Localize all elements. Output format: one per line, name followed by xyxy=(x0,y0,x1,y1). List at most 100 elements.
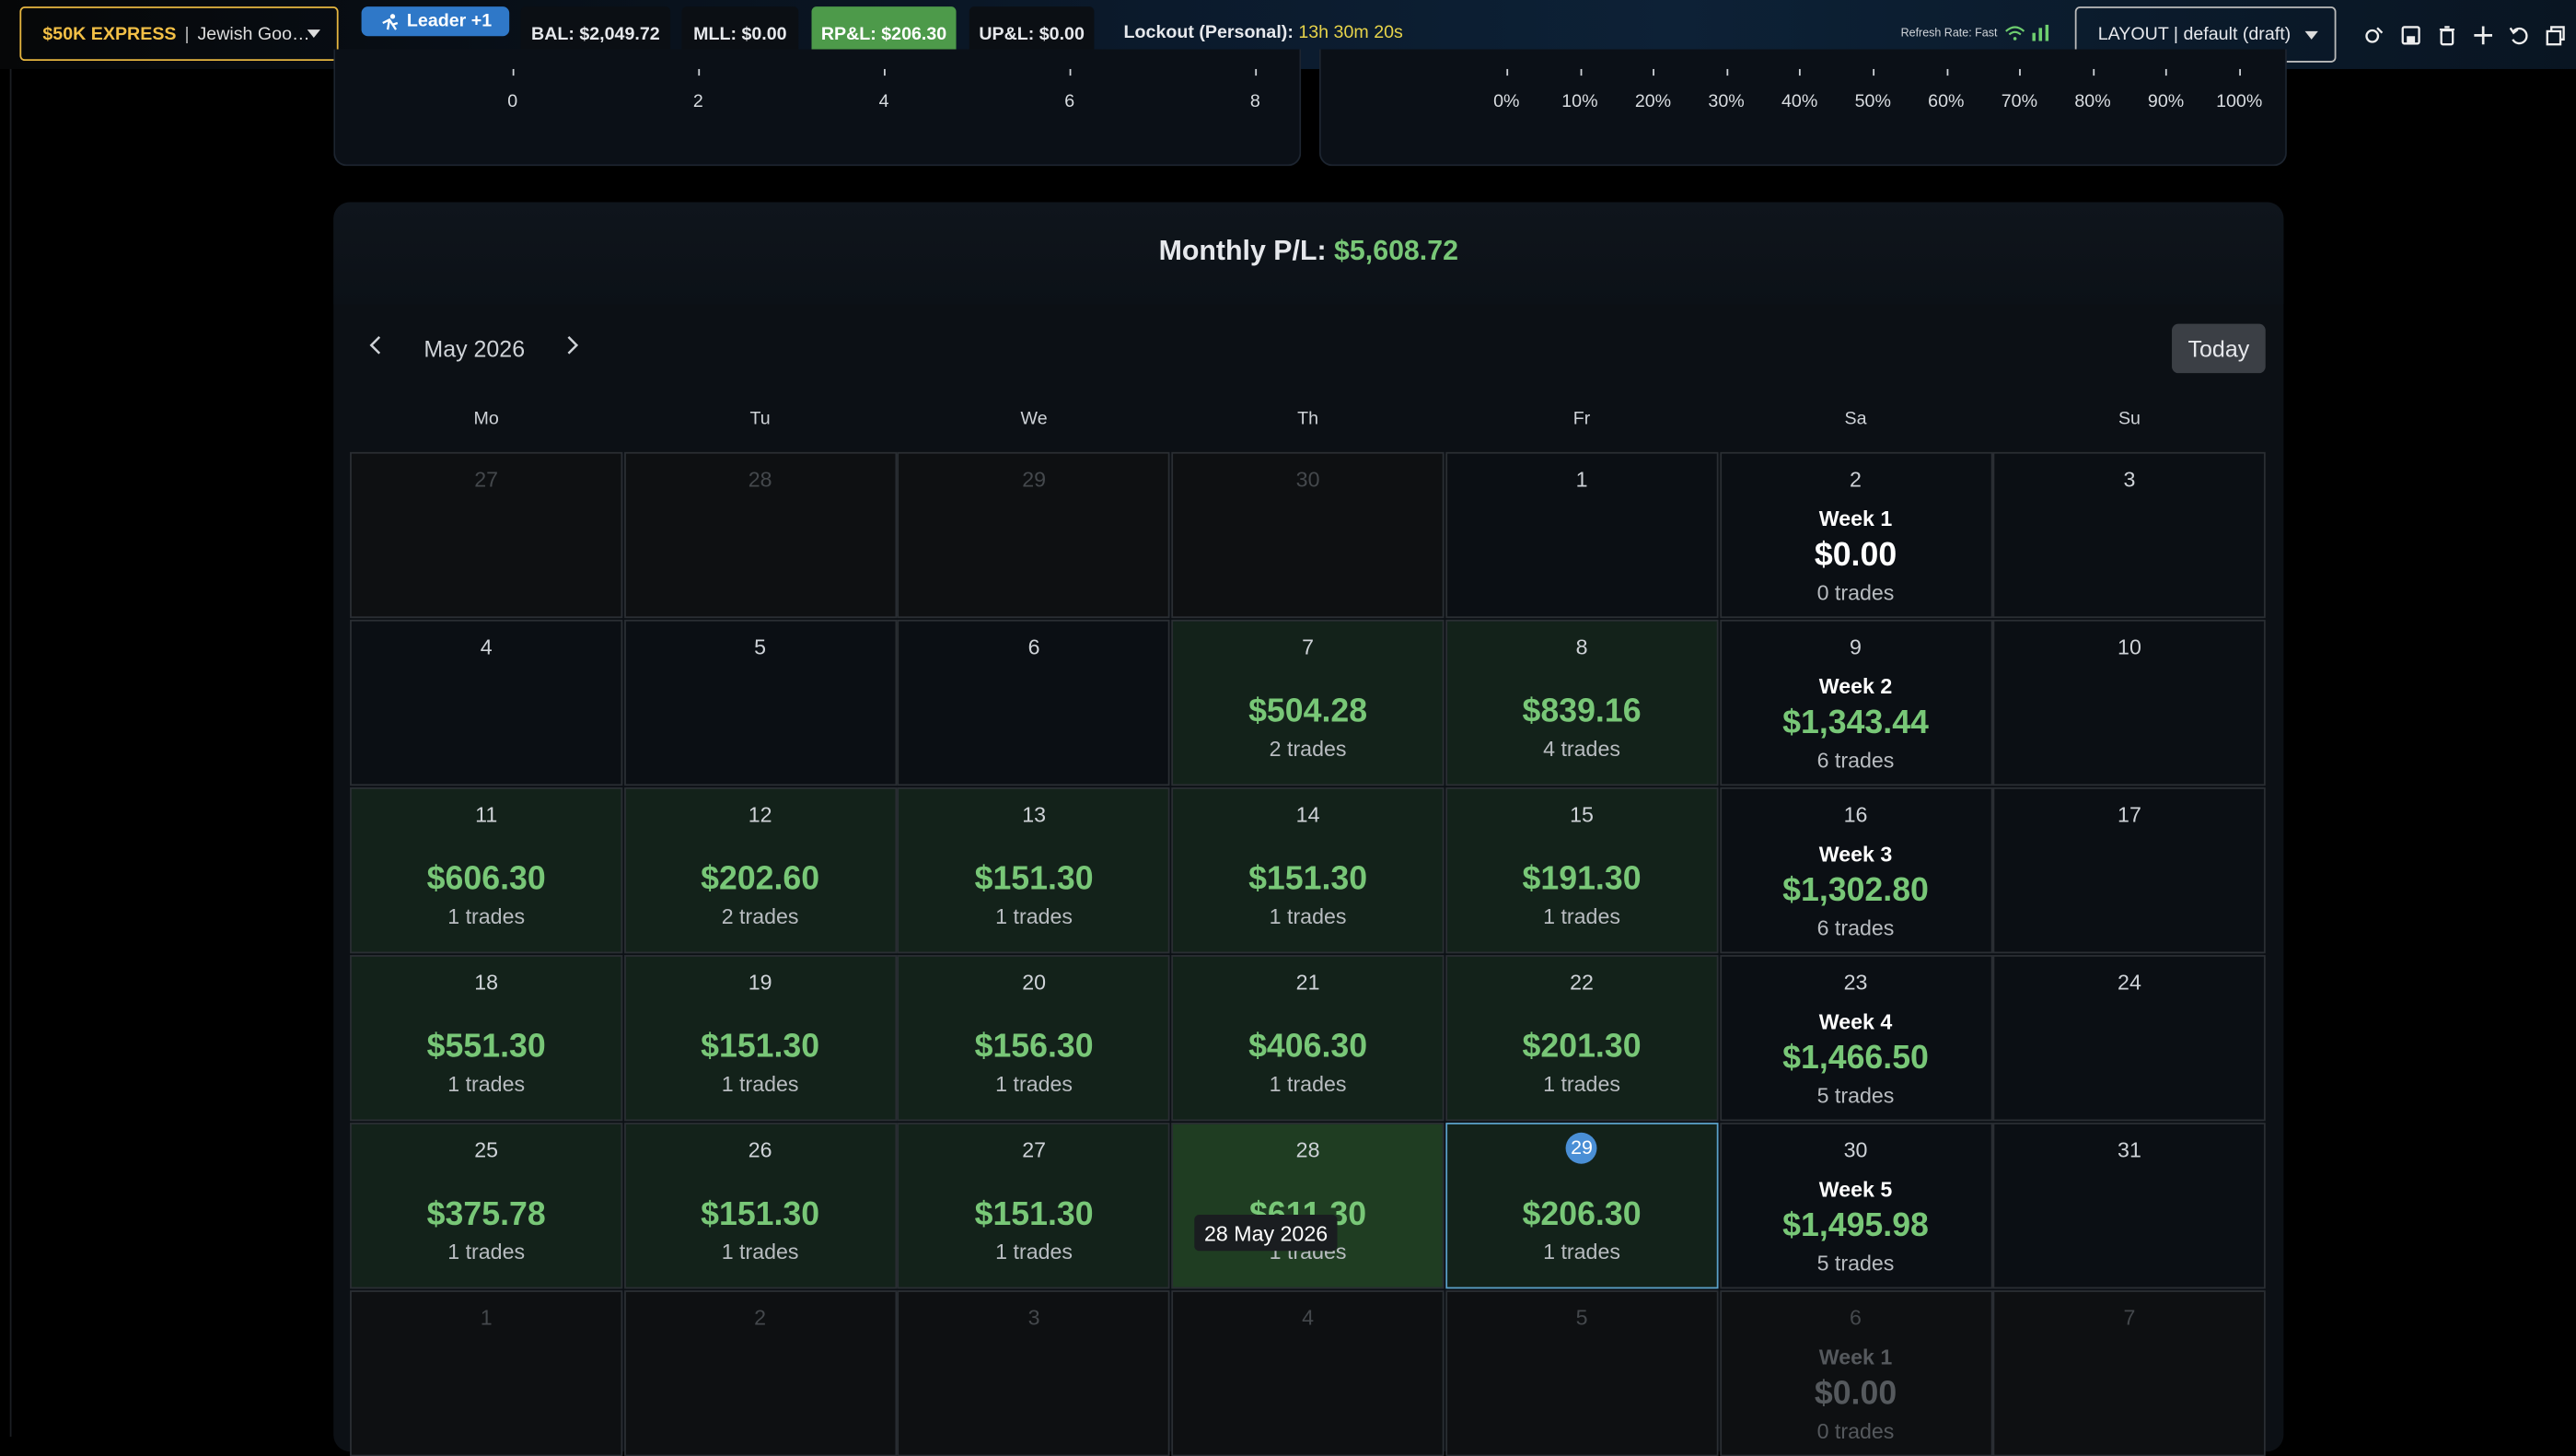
day-number: 25 xyxy=(474,1137,499,1162)
day-cell[interactable]: 6 xyxy=(898,619,1171,786)
left-chart-panel xyxy=(333,49,1302,167)
day-cell[interactable]: 24 xyxy=(1992,955,2267,1122)
week-summary-cell[interactable]: 6 Week 1 $0.00 0 trades xyxy=(1719,1290,1992,1456)
week-summary-cell[interactable]: 23 Week 4 $1,466.50 5 trades xyxy=(1719,955,1992,1122)
day-trade-count: 1 trades xyxy=(1543,1071,1620,1097)
day-number: 23 xyxy=(1843,970,1868,995)
account-name: $50K EXPRESS xyxy=(42,23,177,44)
day-cell[interactable]: 7 $504.28 2 trades xyxy=(1171,619,1445,786)
day-cell[interactable]: 17 xyxy=(1992,786,2267,954)
lockout-status: Lockout (Personal): 13h 30m 20s xyxy=(1124,23,1403,42)
day-pl: $151.30 xyxy=(701,1196,820,1233)
delete-icon[interactable] xyxy=(2433,21,2460,48)
week-label: Week 2 xyxy=(1818,673,1893,699)
account-selector[interactable]: $50K EXPRESS | Jewish Goo… xyxy=(19,6,339,62)
week-summary-cell[interactable]: 16 Week 3 $1,302.80 6 trades xyxy=(1719,786,1992,954)
axis-tick-label: 2 xyxy=(692,91,703,112)
save-icon[interactable] xyxy=(2396,21,2423,48)
week-summary-cell[interactable]: 9 Week 2 $1,343.44 6 trades xyxy=(1719,619,1992,786)
week-pl: $1,495.98 xyxy=(1782,1207,1929,1245)
week-summary-cell[interactable]: 2 Week 1 $0.00 0 trades xyxy=(1719,451,1992,619)
day-cell[interactable]: 19 $151.30 1 trades xyxy=(623,955,897,1122)
monthly-pl-label: Monthly P/L: xyxy=(1158,235,1327,267)
week-label: Week 1 xyxy=(1818,1345,1893,1369)
chevron-down-icon xyxy=(2304,30,2318,40)
day-pl: $151.30 xyxy=(1248,861,1368,898)
day-cell[interactable]: 15 $191.30 1 trades xyxy=(1445,786,1719,954)
day-cell[interactable]: 21 $406.30 1 trades xyxy=(1171,955,1445,1122)
day-cell[interactable]: 31 xyxy=(1992,1123,2267,1289)
day-cell[interactable]: 25 $375.78 1 trades xyxy=(350,1123,623,1289)
runner-icon xyxy=(381,13,398,29)
leader-badge[interactable]: Leader +1 xyxy=(361,6,510,37)
next-month-button[interactable] xyxy=(565,333,582,361)
today-button[interactable]: Today xyxy=(2172,323,2266,374)
layout-label: LAYOUT | default (draft) xyxy=(2097,24,2292,45)
day-cell[interactable]: 3 xyxy=(1992,451,2267,619)
day-number: 3 xyxy=(1027,1305,1040,1330)
monthly-pl-value: $5,608.72 xyxy=(1334,235,1458,267)
signal-bars-icon xyxy=(2031,24,2048,41)
day-cell[interactable]: 30 xyxy=(1171,451,1445,619)
day-cell[interactable]: 4 xyxy=(1171,1290,1445,1456)
day-cell[interactable]: 7 xyxy=(1992,1290,2267,1456)
day-number: 29 xyxy=(1447,1132,1717,1164)
chevron-down-icon xyxy=(307,29,320,39)
day-cell[interactable]: 1 xyxy=(350,1290,623,1456)
day-cell[interactable]: 27 $151.30 1 trades xyxy=(898,1123,1171,1289)
day-cell[interactable]: 26 $151.30 1 trades xyxy=(623,1123,897,1289)
theme-icon[interactable] xyxy=(2361,21,2387,48)
day-cell[interactable]: 22 $201.30 1 trades xyxy=(1445,955,1719,1122)
axis-tick xyxy=(2093,68,2094,76)
axis-tick-label: 100% xyxy=(2216,91,2263,112)
day-number: 12 xyxy=(748,802,772,827)
week-label: Week 5 xyxy=(1818,1176,1893,1202)
day-cell[interactable]: 1 xyxy=(1445,451,1719,619)
axis-tick-label: 0% xyxy=(1493,91,1520,112)
day-pl: $156.30 xyxy=(974,1029,1094,1066)
day-cell[interactable]: 5 xyxy=(1445,1290,1719,1456)
week-pl: $1,302.80 xyxy=(1782,872,1929,910)
monthly-pl: Monthly P/L: $5,608.72 xyxy=(333,235,2283,268)
day-cell[interactable]: 5 xyxy=(623,619,897,786)
day-cell[interactable]: 27 xyxy=(350,451,623,619)
day-cell[interactable]: 11 $606.30 1 trades xyxy=(350,786,623,954)
day-cell[interactable]: 18 $551.30 1 trades xyxy=(350,955,623,1122)
day-cell[interactable]: 4 xyxy=(350,619,623,786)
axis-tick-label: 60% xyxy=(1928,91,1965,112)
refresh-label: Refresh Rate: Fast xyxy=(1900,27,1998,39)
day-trade-count: 1 trades xyxy=(1269,903,1347,929)
day-cell[interactable]: 28$611.301 trades xyxy=(1171,1123,1445,1289)
day-pl: $202.60 xyxy=(701,861,820,898)
undo-icon[interactable] xyxy=(2505,21,2532,48)
day-cell[interactable]: 12 $202.60 2 trades xyxy=(623,786,897,954)
weekday-label: Fr xyxy=(1572,409,1591,429)
weekday-label: Tu xyxy=(749,409,771,429)
prev-month-button[interactable] xyxy=(366,333,383,361)
day-cell[interactable]: 20 $156.30 1 trades xyxy=(898,955,1171,1122)
day-number: 28 xyxy=(1295,1137,1320,1162)
week-summary-cell[interactable]: 30 Week 5 $1,495.98 5 trades xyxy=(1719,1123,1992,1289)
day-cell[interactable]: 10 xyxy=(1992,619,2267,786)
day-number: 6 xyxy=(1027,634,1040,659)
day-cell[interactable]: 2 xyxy=(623,1290,897,1456)
day-cell[interactable]: 28 xyxy=(623,451,897,619)
month-label: May 2026 xyxy=(424,335,526,362)
day-cell[interactable]: 29 xyxy=(898,451,1171,619)
day-cell[interactable]: 3 xyxy=(898,1290,1171,1456)
day-trade-count: 1 trades xyxy=(1269,1071,1347,1097)
window-icon[interactable] xyxy=(2542,21,2569,48)
add-icon[interactable] xyxy=(2469,21,2496,48)
today-marker: 29 xyxy=(1566,1132,1598,1164)
day-pl: $151.30 xyxy=(974,1196,1094,1233)
weekday-label: We xyxy=(1020,409,1048,429)
day-cell[interactable]: 8 $839.16 4 trades xyxy=(1445,619,1719,786)
axis-tick-label: 70% xyxy=(2001,91,2038,112)
day-cell[interactable]: 14 $151.30 1 trades xyxy=(1171,786,1445,954)
day-trade-count: 1 trades xyxy=(447,903,526,929)
day-number: 14 xyxy=(1295,802,1320,827)
day-cell[interactable]: 29 $206.30 1 trades xyxy=(1445,1123,1719,1289)
day-pl: $206.30 xyxy=(1522,1196,1642,1233)
day-cell[interactable]: 13 $151.30 1 trades xyxy=(898,786,1171,954)
day-number: 7 xyxy=(2123,1305,2136,1330)
